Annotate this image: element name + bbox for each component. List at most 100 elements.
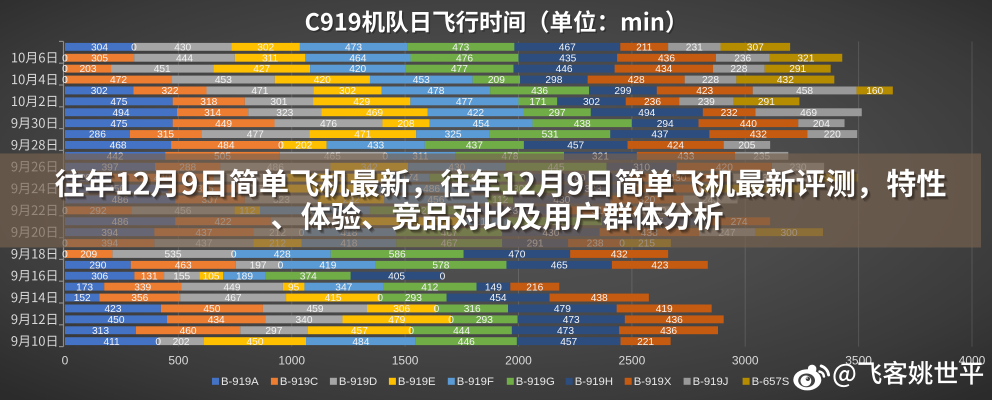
svg-text:419: 419 [656, 304, 673, 315]
svg-text:311: 311 [262, 53, 279, 64]
svg-text:155: 155 [173, 271, 190, 282]
svg-text:473: 473 [345, 43, 362, 54]
svg-text:313: 313 [92, 326, 109, 337]
svg-text:444: 444 [176, 53, 193, 64]
svg-text:3000: 3000 [732, 354, 759, 368]
svg-text:476: 476 [456, 53, 473, 64]
svg-text:478: 478 [427, 86, 444, 97]
svg-text:B-919J: B-919J [693, 376, 729, 388]
svg-text:449: 449 [224, 282, 241, 293]
svg-text:294: 294 [657, 119, 674, 130]
svg-text:347: 347 [335, 282, 352, 293]
svg-text:0: 0 [62, 64, 68, 75]
svg-text:149: 149 [485, 282, 502, 293]
svg-text:291: 291 [758, 97, 775, 108]
svg-text:302: 302 [583, 97, 600, 108]
svg-text:0: 0 [62, 250, 68, 261]
svg-text:B-919D: B-919D [339, 376, 377, 388]
svg-text:228: 228 [702, 75, 719, 86]
svg-text:152: 152 [74, 293, 91, 304]
svg-text:453: 453 [215, 75, 232, 86]
svg-text:468: 468 [110, 141, 127, 152]
svg-text:306: 306 [91, 271, 108, 282]
svg-text:160: 160 [866, 86, 883, 97]
svg-text:305: 305 [91, 53, 108, 64]
svg-text:578: 578 [432, 261, 449, 272]
svg-text:297: 297 [549, 108, 566, 119]
svg-text:204: 204 [813, 119, 830, 130]
svg-text:467: 467 [559, 43, 576, 54]
svg-text:302: 302 [339, 86, 356, 97]
svg-text:419: 419 [319, 261, 336, 272]
svg-text:428: 428 [628, 75, 645, 86]
svg-text:0: 0 [155, 337, 161, 348]
svg-text:232: 232 [721, 108, 738, 119]
svg-text:429: 429 [353, 97, 370, 108]
svg-text:291: 291 [789, 64, 806, 75]
svg-text:0: 0 [377, 293, 383, 304]
svg-text:239: 239 [698, 97, 715, 108]
svg-text:477: 477 [451, 64, 468, 75]
svg-text:1000: 1000 [278, 354, 305, 368]
svg-text:211: 211 [636, 43, 653, 54]
svg-text:171: 171 [529, 97, 546, 108]
svg-text:422: 422 [467, 108, 484, 119]
svg-text:298: 298 [545, 75, 562, 86]
svg-text:473: 473 [557, 326, 574, 337]
svg-text:321: 321 [797, 53, 814, 64]
svg-text:189: 189 [236, 271, 253, 282]
svg-text:202: 202 [173, 337, 190, 348]
svg-text:432: 432 [611, 250, 628, 261]
svg-text:197: 197 [250, 261, 267, 272]
svg-text:471: 471 [251, 86, 268, 97]
svg-text:500: 500 [168, 354, 188, 368]
svg-text:0: 0 [131, 43, 137, 54]
svg-text:0: 0 [440, 271, 446, 282]
svg-text:202: 202 [295, 141, 312, 152]
svg-text:304: 304 [91, 43, 108, 54]
svg-text:405: 405 [388, 271, 405, 282]
svg-text:457: 457 [567, 141, 584, 152]
svg-text:B-919H: B-919H [575, 376, 613, 388]
svg-text:0: 0 [408, 326, 414, 337]
svg-text:457: 457 [351, 326, 368, 337]
svg-text:475: 475 [110, 119, 127, 130]
svg-text:0: 0 [448, 315, 454, 326]
svg-text:479: 479 [388, 315, 405, 326]
svg-text:220: 220 [824, 130, 841, 141]
svg-text:315: 315 [157, 130, 174, 141]
svg-text:420: 420 [349, 64, 366, 75]
svg-text:438: 438 [591, 293, 608, 304]
svg-text:437: 437 [651, 130, 668, 141]
svg-text:415: 415 [325, 293, 342, 304]
svg-text:203: 203 [80, 64, 97, 75]
svg-text:0: 0 [62, 354, 69, 368]
svg-text:B-919A: B-919A [221, 376, 259, 388]
svg-text:451: 451 [154, 64, 171, 75]
svg-text:2500: 2500 [619, 354, 646, 368]
svg-text:440: 440 [740, 119, 757, 130]
svg-text:208: 208 [398, 119, 415, 130]
svg-text:302: 302 [257, 43, 274, 54]
svg-text:1500: 1500 [392, 354, 419, 368]
svg-text:446: 446 [458, 337, 475, 348]
svg-text:436: 436 [660, 326, 677, 337]
svg-text:340: 340 [296, 315, 313, 326]
svg-text:459: 459 [307, 304, 324, 315]
svg-text:469: 469 [800, 108, 817, 119]
svg-text:428: 428 [274, 250, 291, 261]
svg-text:236: 236 [644, 97, 661, 108]
svg-text:420: 420 [314, 75, 331, 86]
svg-text:173: 173 [76, 282, 93, 293]
svg-text:484: 484 [352, 337, 369, 348]
svg-text:205: 205 [738, 141, 755, 152]
svg-text:463: 463 [175, 261, 192, 272]
svg-text:435: 435 [559, 53, 576, 64]
svg-text:472: 472 [110, 75, 127, 86]
svg-text:293: 293 [405, 293, 422, 304]
svg-text:B-919E: B-919E [398, 376, 436, 388]
svg-text:446: 446 [556, 64, 573, 75]
svg-text:586: 586 [389, 250, 406, 261]
svg-text:290: 290 [89, 261, 106, 272]
svg-text:228: 228 [730, 64, 747, 75]
